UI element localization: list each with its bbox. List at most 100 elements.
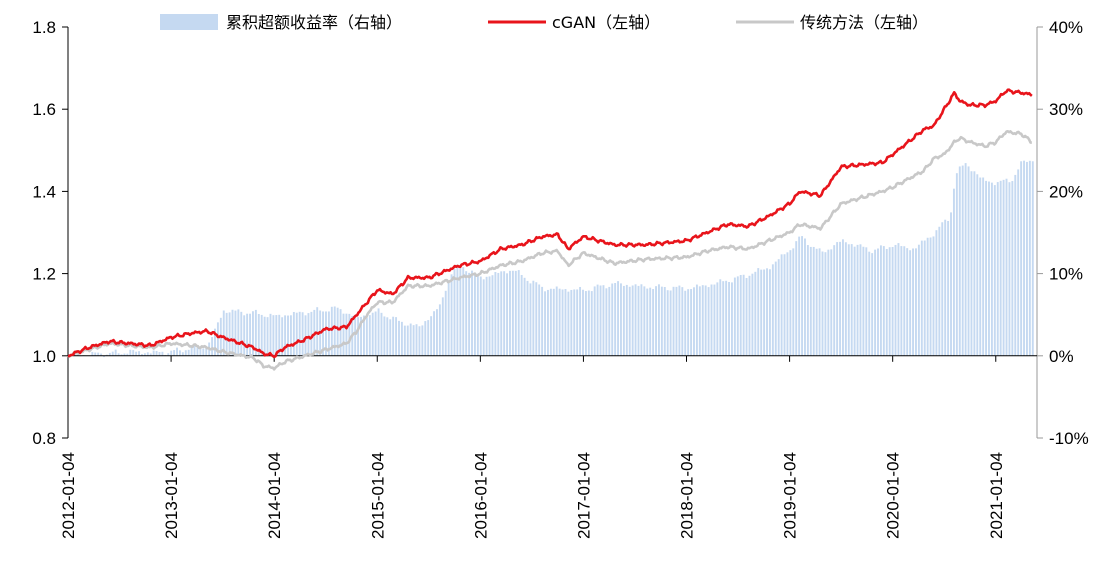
excess-bar	[190, 345, 193, 356]
excess-bar	[982, 177, 985, 356]
excess-bar	[345, 313, 348, 356]
excess-bar	[316, 307, 319, 356]
excess-bar	[1017, 169, 1020, 356]
excess-bar	[646, 288, 649, 356]
excess-bar	[146, 352, 149, 356]
excess-bar	[625, 284, 628, 356]
excess-bar	[795, 241, 798, 356]
excess-bar	[1002, 179, 1005, 356]
excess-bar	[506, 273, 509, 356]
excess-bar	[582, 289, 584, 356]
excess-bar	[614, 282, 617, 356]
excess-bar	[713, 284, 716, 356]
excess-bar	[327, 311, 330, 356]
excess-bar	[520, 275, 523, 356]
excess-bar	[704, 285, 707, 356]
excess-bar	[926, 237, 929, 356]
legend-label-excess: 累积超额收益率（右轴）	[226, 13, 402, 32]
excess-bar	[456, 264, 459, 356]
excess-bar	[73, 354, 76, 356]
excess-bar	[503, 271, 506, 356]
excess-bar	[622, 285, 625, 356]
excess-bar	[707, 287, 710, 356]
cgan-line	[67, 88, 1033, 359]
excess-bar	[1031, 161, 1034, 356]
excess-bar	[871, 253, 874, 356]
excess-bar	[891, 246, 894, 356]
excess-bar	[170, 350, 173, 356]
excess-bar	[97, 352, 100, 356]
x-tick-label: 2012-01-04	[59, 452, 78, 539]
excess-bar	[806, 245, 809, 356]
x-tick-label: 2015-01-04	[368, 452, 387, 539]
excess-bar	[363, 315, 365, 356]
excess-bar	[430, 316, 433, 356]
excess-bar	[392, 316, 395, 356]
excess-bar	[117, 353, 120, 356]
excess-bar	[780, 254, 783, 356]
right-tick-label: -10%	[1049, 429, 1089, 448]
left-tick-label: 1.6	[32, 100, 56, 119]
excess-bar	[547, 289, 549, 356]
excess-bar	[234, 310, 237, 356]
excess-bar	[906, 248, 909, 356]
excess-bar	[360, 316, 362, 356]
excess-bar	[649, 287, 652, 356]
excess-bar	[167, 353, 170, 356]
excess-bar	[225, 312, 228, 356]
excess-bar	[532, 280, 535, 356]
excess-bar	[365, 317, 368, 356]
left-tick-label: 1.8	[32, 18, 56, 37]
excess-bar	[754, 271, 757, 356]
excess-bar	[471, 270, 473, 356]
excess-bar	[263, 316, 266, 356]
excess-bar	[879, 245, 882, 356]
excess-bar	[155, 350, 158, 356]
excess-bar	[178, 350, 181, 356]
excess-bar	[958, 166, 961, 356]
excess-bar	[476, 273, 479, 356]
tick-labels: 0.8 1.0 1.2 1.4 1.6 1.8 -10% 0% 10% 20% 30% 40% 2012…	[32, 18, 1088, 539]
legend-label-traditional: 传统方法（左轴）	[800, 13, 928, 32]
excess-bar	[514, 270, 517, 356]
excess-bar	[695, 284, 698, 356]
excess-bar	[909, 250, 912, 356]
excess-bar	[292, 311, 295, 356]
excess-bar	[745, 277, 748, 356]
excess-bar	[996, 182, 999, 356]
excess-bar	[281, 317, 284, 356]
excess-bar	[1011, 181, 1014, 356]
excess-bar	[932, 236, 935, 356]
legend: 累积超额收益率（右轴） cGAN（左轴） 传统方法（左轴）	[160, 13, 928, 32]
excess-bar	[882, 246, 885, 356]
excess-bar	[920, 240, 923, 356]
excess-bar	[652, 289, 655, 356]
excess-bar	[617, 281, 619, 356]
excess-bar	[678, 285, 681, 356]
excess-bar	[301, 312, 304, 356]
excess-bar	[970, 171, 973, 356]
excess-bar	[348, 313, 351, 356]
right-tick-label: 40%	[1049, 18, 1083, 37]
excess-bar	[1020, 161, 1023, 356]
excess-bar	[257, 314, 260, 356]
excess-bar	[558, 288, 561, 356]
excess-bar	[436, 309, 438, 356]
left-tick-label: 1.0	[32, 347, 56, 366]
excess-bar	[748, 275, 751, 356]
excess-bar	[149, 353, 152, 356]
excess-bar	[108, 352, 111, 356]
excess-bar	[1026, 161, 1028, 356]
excess-bar	[955, 173, 958, 356]
excess-bar	[979, 177, 982, 356]
excess-bar	[544, 291, 546, 356]
excess-bar	[400, 321, 403, 356]
excess-bar	[482, 279, 485, 356]
excess-bar	[576, 289, 579, 356]
excess-bar	[158, 352, 161, 356]
excess-bar	[742, 274, 745, 356]
excess-bar	[900, 246, 903, 356]
excess-bar	[839, 241, 841, 356]
excess-bar	[555, 286, 558, 356]
excess-bar	[660, 286, 663, 356]
